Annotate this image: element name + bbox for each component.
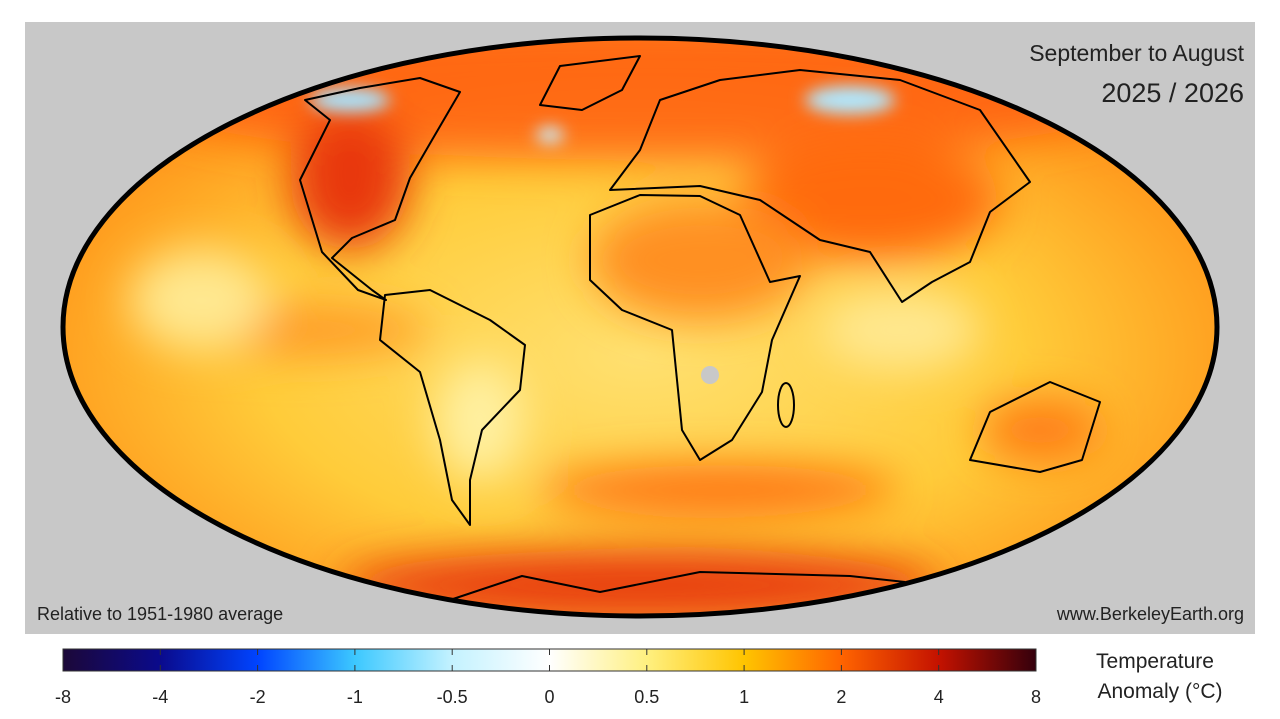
colorbar-tick-label: -0.5 xyxy=(437,687,468,707)
coastline xyxy=(777,382,795,428)
colorbar-title: Anomaly (°C) xyxy=(1097,680,1222,703)
baseline-note: Relative to 1951-1980 average xyxy=(37,604,283,624)
colorbar-tick-label: 1 xyxy=(739,687,749,707)
colorbar-tick-label: 2 xyxy=(836,687,846,707)
no-data-area xyxy=(701,366,719,384)
colorbar-tick-label: -4 xyxy=(152,687,168,707)
coastline xyxy=(449,571,906,601)
coastline xyxy=(299,77,461,301)
coastline xyxy=(539,55,641,111)
period-label: September to August xyxy=(1029,40,1244,66)
coastline xyxy=(589,194,801,461)
colorbar-tick-label: 0 xyxy=(544,687,554,707)
globe-outline xyxy=(60,35,1220,619)
years-label: 2025 / 2026 xyxy=(1101,78,1244,108)
colorbar-tick-label: 4 xyxy=(934,687,944,707)
coastline xyxy=(379,289,526,526)
colorbar-tick-label: 8 xyxy=(1031,687,1041,707)
colorbar-tick-label: -1 xyxy=(347,687,363,707)
colorbar-tick-label: -8 xyxy=(55,687,71,707)
colorbar-title: Temperature xyxy=(1096,650,1214,673)
source-label: www.BerkeleyEarth.org xyxy=(1056,604,1244,624)
coastline xyxy=(969,381,1101,473)
coastline xyxy=(609,69,1031,303)
colorbar-tick-label: 0.5 xyxy=(634,687,659,707)
colorbar-tick-label: -2 xyxy=(250,687,266,707)
